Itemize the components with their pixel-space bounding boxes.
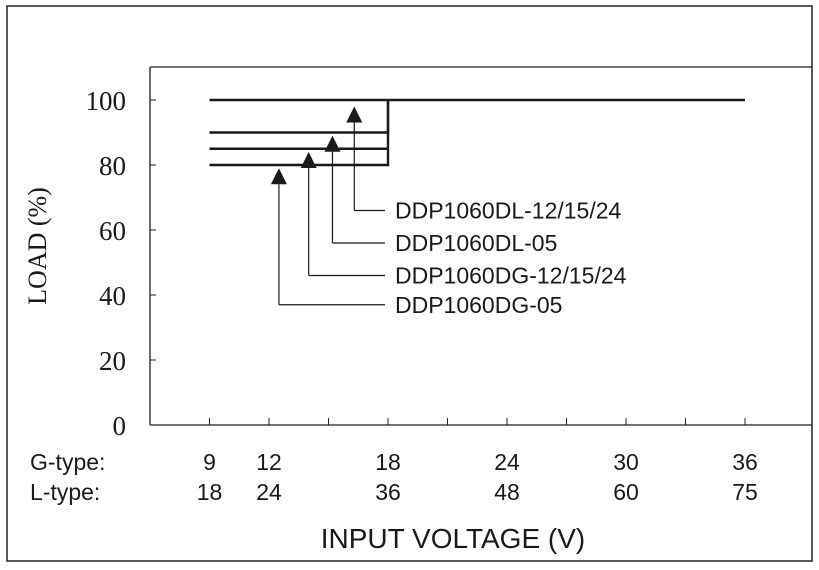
x-tick-label: 36 [732,449,758,475]
x-tick-label: 18 [197,479,223,505]
y-tick-label: 20 [99,346,126,376]
x-tick-label: 24 [256,479,282,505]
x-axis-row-label: G-type: [30,449,105,475]
x-tick-label: 30 [613,449,639,475]
x-tick-label: 75 [732,479,758,505]
annotation-label: DDP1060DL-12/15/24 [395,198,622,224]
y-axis-title: LOAD (%) [23,187,52,305]
annotation-label: DDP1060DL-05 [395,230,557,256]
x-axis-title: INPUT VOLTAGE (V) [321,523,585,554]
annotation-label: DDP1060DG-12/15/24 [395,263,627,289]
x-tick-label: 60 [613,479,639,505]
y-tick-label: 80 [99,151,126,181]
x-tick-label: 12 [256,449,282,475]
y-tick-label: 100 [86,86,127,116]
arrow-head [270,168,287,185]
y-tick-label: 0 [113,411,127,441]
series-line [209,100,390,134]
x-tick-label: 24 [494,449,520,475]
arrow-head [324,135,341,152]
y-tick-label: 40 [99,281,126,311]
annotation-label: DDP1060DG-05 [395,292,562,318]
x-tick-label: 9 [203,449,216,475]
series-line [209,100,390,167]
arrow-head [300,152,317,168]
y-tick-label: 60 [99,216,126,246]
x-tick-label: 48 [494,479,520,505]
arrow-head [346,106,363,123]
x-tick-label: 36 [375,479,401,505]
outer-border [6,5,813,562]
x-axis-row-label: L-type: [30,479,100,505]
x-tick-label: 18 [375,449,401,475]
